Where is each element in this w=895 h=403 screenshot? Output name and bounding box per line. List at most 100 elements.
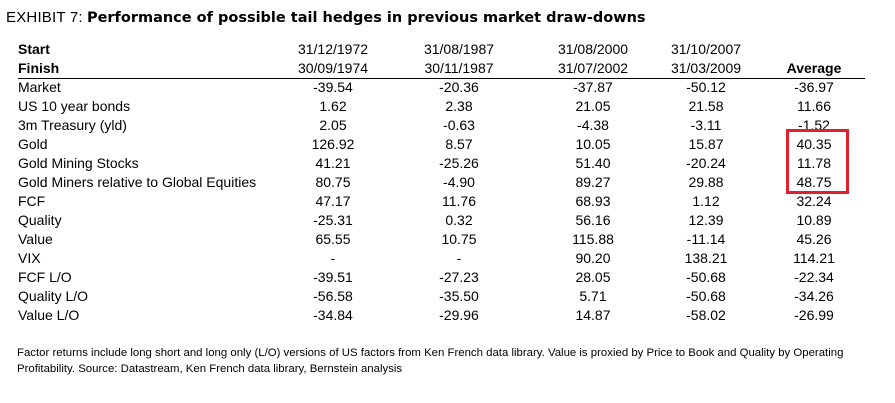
start-label: Start	[18, 41, 50, 57]
average-cell: 114.21	[793, 250, 835, 266]
value-cell: 21.58	[688, 98, 724, 114]
value-cell: 8.57	[445, 136, 473, 152]
row-label: Gold Miners relative to Global Equities	[18, 174, 257, 190]
exhibit-title: Performance of possible tail hedges in p…	[86, 10, 646, 26]
value-cell: -56.58	[313, 288, 353, 304]
value-cell: -11.14	[686, 231, 726, 247]
value-cell: 21.05	[575, 98, 611, 114]
start-date: 31/08/2000	[557, 41, 629, 57]
value-cell: -50.12	[686, 79, 726, 95]
table-row: US 10 year bonds 1.62 2.38 21.05 21.58 11.66	[0, 98, 895, 117]
value-cell: -25.26	[439, 155, 479, 171]
value-cell: 138.21	[684, 250, 728, 266]
row-label: Quality L/O	[18, 288, 89, 304]
table-row: VIX - - 90.20 138.21 114.21	[0, 250, 895, 269]
value-cell: -4.38	[577, 117, 609, 133]
row-label: Gold	[18, 136, 48, 152]
row-label: 3m Treasury (yld)	[18, 117, 127, 133]
value-cell: 115.88	[572, 231, 614, 247]
value-cell: 65.55	[315, 231, 351, 247]
value-cell: 68.93	[575, 193, 611, 209]
row-label: Value L/O	[18, 307, 80, 323]
value-cell: -3.11	[690, 117, 722, 133]
value-cell: 126.92	[311, 136, 355, 152]
finish-date: 31/03/2009	[670, 60, 742, 76]
value-cell: -4.90	[443, 174, 475, 190]
value-cell: -27.23	[439, 269, 479, 285]
average-cell: 48.75	[796, 174, 832, 190]
value-cell: -	[330, 250, 336, 266]
average-cell: -22.34	[794, 269, 834, 285]
start-date: 31/12/1972	[297, 41, 369, 57]
average-cell: 45.26	[796, 231, 832, 247]
average-cell: 11.78	[797, 155, 831, 171]
row-label: Market	[18, 79, 61, 95]
average-label: Average	[786, 60, 842, 76]
table-row: Quality -25.31 0.32 56.16 12.39 10.89	[0, 212, 895, 231]
value-cell: -25.31	[313, 212, 353, 228]
table-row: FCF 47.17 11.76 68.93 1.12 32.24	[0, 193, 895, 212]
value-cell: 1.62	[319, 98, 347, 114]
value-cell: 56.16	[575, 212, 611, 228]
value-cell: 15.87	[688, 136, 724, 152]
value-cell: -0.63	[443, 117, 475, 133]
value-cell: 41.21	[315, 155, 351, 171]
value-cell: 10.05	[575, 136, 611, 152]
exhibit-heading: EXHIBIT 7: Performance of possible tail …	[6, 9, 646, 26]
table-row: 3m Treasury (yld) 2.05 -0.63 -4.38 -3.11 -1.5…	[0, 117, 895, 136]
value-cell: 5.71	[579, 288, 607, 304]
value-cell: -35.50	[439, 288, 479, 304]
value-cell: -39.51	[313, 269, 353, 285]
value-cell: -20.36	[439, 79, 479, 95]
average-cell: -34.26	[794, 288, 834, 304]
value-cell: 28.05	[575, 269, 611, 285]
row-label: Value	[18, 231, 53, 247]
row-label: VIX	[18, 250, 41, 266]
value-cell: 2.05	[319, 117, 347, 133]
value-cell: 80.75	[315, 174, 351, 190]
footnote: Factor returns include long short and lo…	[17, 347, 844, 375]
finish-date: 30/11/1987	[424, 60, 494, 76]
value-cell: -50.68	[686, 269, 726, 285]
value-cell: -34.84	[313, 307, 353, 323]
value-cell: 89.27	[575, 174, 611, 190]
header-start-row: Start 31/12/1972 31/08/1987 31/08/2000 3…	[0, 41, 895, 60]
finish-date: 30/09/1974	[297, 60, 369, 76]
value-cell: 29.88	[688, 174, 724, 190]
value-cell: -39.54	[313, 79, 353, 95]
average-cell: -36.97	[794, 79, 834, 95]
finish-date: 31/07/2002	[557, 60, 629, 76]
average-cell: -26.99	[794, 307, 834, 323]
value-cell: 90.20	[575, 250, 611, 266]
average-cell: 10.89	[796, 212, 832, 228]
value-cell: -37.87	[573, 79, 613, 95]
row-label: FCF L/O	[18, 269, 72, 285]
value-cell: 1.12	[692, 193, 720, 209]
value-cell: -20.24	[686, 155, 726, 171]
value-cell: 11.76	[442, 193, 476, 209]
row-label: FCF	[18, 193, 46, 209]
value-cell: -29.96	[439, 307, 479, 323]
table-row: Gold 126.92 8.57 10.05 15.87 40.35	[0, 136, 895, 155]
row-label: Gold Mining Stocks	[18, 155, 139, 171]
row-label: Quality	[18, 212, 62, 228]
value-cell: -	[456, 250, 462, 266]
exhibit-label: EXHIBIT 7:	[6, 9, 83, 26]
average-cell: 40.35	[796, 136, 832, 152]
value-cell: -50.68	[686, 288, 726, 304]
row-label: US 10 year bonds	[18, 98, 131, 114]
value-cell: 51.40	[575, 155, 611, 171]
value-cell: 10.75	[441, 231, 477, 247]
table-row: Gold Mining Stocks 41.21 -25.26 51.40 -20.24…	[0, 155, 895, 174]
table-row: Market -39.54 -20.36 -37.87 -50.12 -36.97	[0, 79, 895, 98]
value-cell: 14.87	[575, 307, 611, 323]
value-cell: 0.32	[445, 212, 473, 228]
table-row: Value L/O -34.84 -29.96 14.87 -58.02 -26.99	[0, 307, 895, 326]
table-row: FCF L/O -39.51 -27.23 28.05 -50.68 -22.34	[0, 269, 895, 288]
average-cell: 11.66	[797, 98, 831, 114]
table-row: Gold Miners relative to Global Equities 8…	[0, 174, 895, 193]
value-cell: 47.17	[315, 193, 351, 209]
value-cell: -58.02	[686, 307, 726, 323]
value-cell: 2.38	[445, 98, 473, 114]
value-cell: 12.39	[688, 212, 724, 228]
